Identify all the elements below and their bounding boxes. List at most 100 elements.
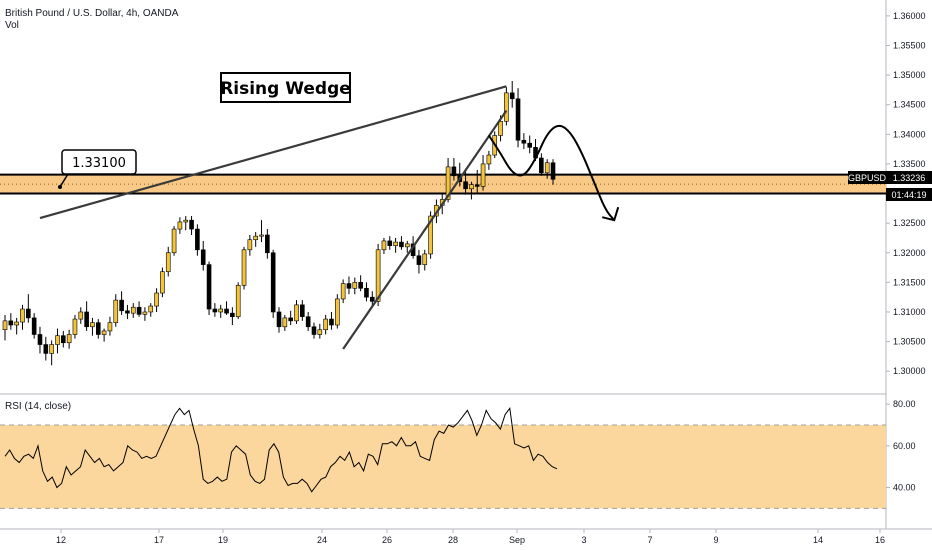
candle-body-bull <box>422 253 428 265</box>
candle-body-bull <box>165 252 171 273</box>
candle-body-bull <box>428 215 433 255</box>
candle <box>311 322 317 339</box>
candle-body-bull <box>544 162 550 174</box>
candle <box>101 328 107 342</box>
resistance-zone <box>0 174 886 194</box>
time-axis-label: 14 <box>813 535 823 545</box>
candle-body-bull <box>107 322 113 332</box>
candle-body-bear <box>329 318 334 326</box>
rising-wedge-label-box <box>220 72 351 103</box>
candle-body-bull <box>352 282 358 289</box>
price-axis-label: 1.36000 <box>893 11 926 21</box>
candle <box>2 314 8 341</box>
candle-body-bull <box>130 306 136 314</box>
candle-body-bear <box>37 334 43 345</box>
candle <box>200 240 206 271</box>
candle <box>37 326 43 354</box>
candle <box>72 314 78 339</box>
candle-body-bear <box>300 304 305 318</box>
level-callout-anchor <box>58 185 62 189</box>
candle <box>504 86 509 126</box>
candle-body-bear <box>31 317 37 335</box>
candle-body-bull <box>294 304 299 322</box>
price-axis-label: 1.31500 <box>893 277 926 287</box>
candle-body-bull <box>323 318 328 331</box>
time-axis-label: 24 <box>317 535 327 545</box>
candle <box>300 300 305 321</box>
candle-body-bull <box>171 228 177 254</box>
candle <box>195 224 200 256</box>
candle <box>404 240 410 253</box>
candle-body-bull <box>101 330 107 335</box>
candle-body-bull <box>317 329 323 335</box>
candle-body-bear <box>550 162 556 180</box>
price-axis-label: 1.32500 <box>893 218 926 228</box>
candle-body-bull <box>90 322 95 328</box>
time-axis-label: 17 <box>154 535 164 545</box>
candle <box>451 158 457 181</box>
candle <box>428 211 433 259</box>
level-callout-text: 1.33100 <box>72 156 126 171</box>
candle-body-bear <box>136 306 142 315</box>
candle <box>282 314 288 331</box>
candle <box>224 301 229 315</box>
candle <box>8 313 14 330</box>
symbol-tag-box <box>848 171 886 184</box>
rsi-title: RSI (14, close) <box>5 401 72 412</box>
time-axis-label: 28 <box>448 535 458 545</box>
time-axis-label: 12 <box>56 535 66 545</box>
projection-arrow-path[interactable] <box>488 124 615 221</box>
wedge-lower-line[interactable] <box>342 110 508 350</box>
candle-body-bull <box>445 166 451 200</box>
candle-body-bear <box>399 241 404 248</box>
price-axis-label: 1.35500 <box>893 40 926 50</box>
rsi-axis-label: 60.00 <box>893 441 916 451</box>
candle-body-bull <box>480 163 486 187</box>
candle-body-bear <box>509 92 515 100</box>
candle-body-bear <box>369 296 375 302</box>
candle-body-bull <box>247 239 253 251</box>
candle <box>113 294 119 327</box>
candle <box>346 276 352 295</box>
time-axis-label: 7 <box>647 535 652 545</box>
candle <box>288 310 293 326</box>
rsi-axis-label: 40.00 <box>893 483 916 493</box>
candle <box>480 155 486 191</box>
candle <box>148 303 154 317</box>
candle <box>247 234 253 256</box>
candle-body-bear <box>416 255 422 265</box>
level-callout[interactable]: 1.33100 <box>58 149 137 189</box>
rsi-axis[interactable]: 80.00 60.00 40.00 <box>886 399 916 493</box>
candle <box>218 304 224 318</box>
wedge-upper-line[interactable] <box>39 85 507 220</box>
price-tag[interactable]: GBPUSD 1.33236 01:44:19 <box>848 171 932 201</box>
candle <box>14 317 19 335</box>
price-axis[interactable]: 1.36000 1.35500 1.35000 1.34500 1.34000 1.335… <box>886 11 926 376</box>
candle-body-bull <box>282 317 288 328</box>
candle-body-bull <box>381 240 387 251</box>
rising-wedge-label-text: Rising Wedge <box>220 79 351 99</box>
candle-body-bull <box>375 249 381 302</box>
candle <box>212 303 218 317</box>
time-axis[interactable]: 12 17 19 24 26 28 Sep 3 7 9 14 16 <box>56 529 885 545</box>
candle <box>136 301 142 317</box>
candle <box>550 159 556 185</box>
candle-body-bear <box>95 322 101 335</box>
candle <box>20 304 25 330</box>
candle-body-bull <box>148 305 154 313</box>
rising-wedge-label[interactable]: Rising Wedge <box>220 72 351 103</box>
candle-body-bull <box>504 92 509 122</box>
candle <box>31 313 37 339</box>
time-axis-label: 26 <box>382 535 392 545</box>
candle <box>393 237 398 253</box>
candle <box>78 307 84 324</box>
candle-body-bear <box>364 287 369 298</box>
candle <box>387 236 393 250</box>
candle <box>527 135 533 154</box>
candle-body-bear <box>265 234 270 254</box>
candle-body-bear <box>521 139 527 144</box>
candle-body-bull <box>55 335 60 345</box>
candle-body-bull <box>113 299 119 323</box>
candle <box>253 232 258 247</box>
